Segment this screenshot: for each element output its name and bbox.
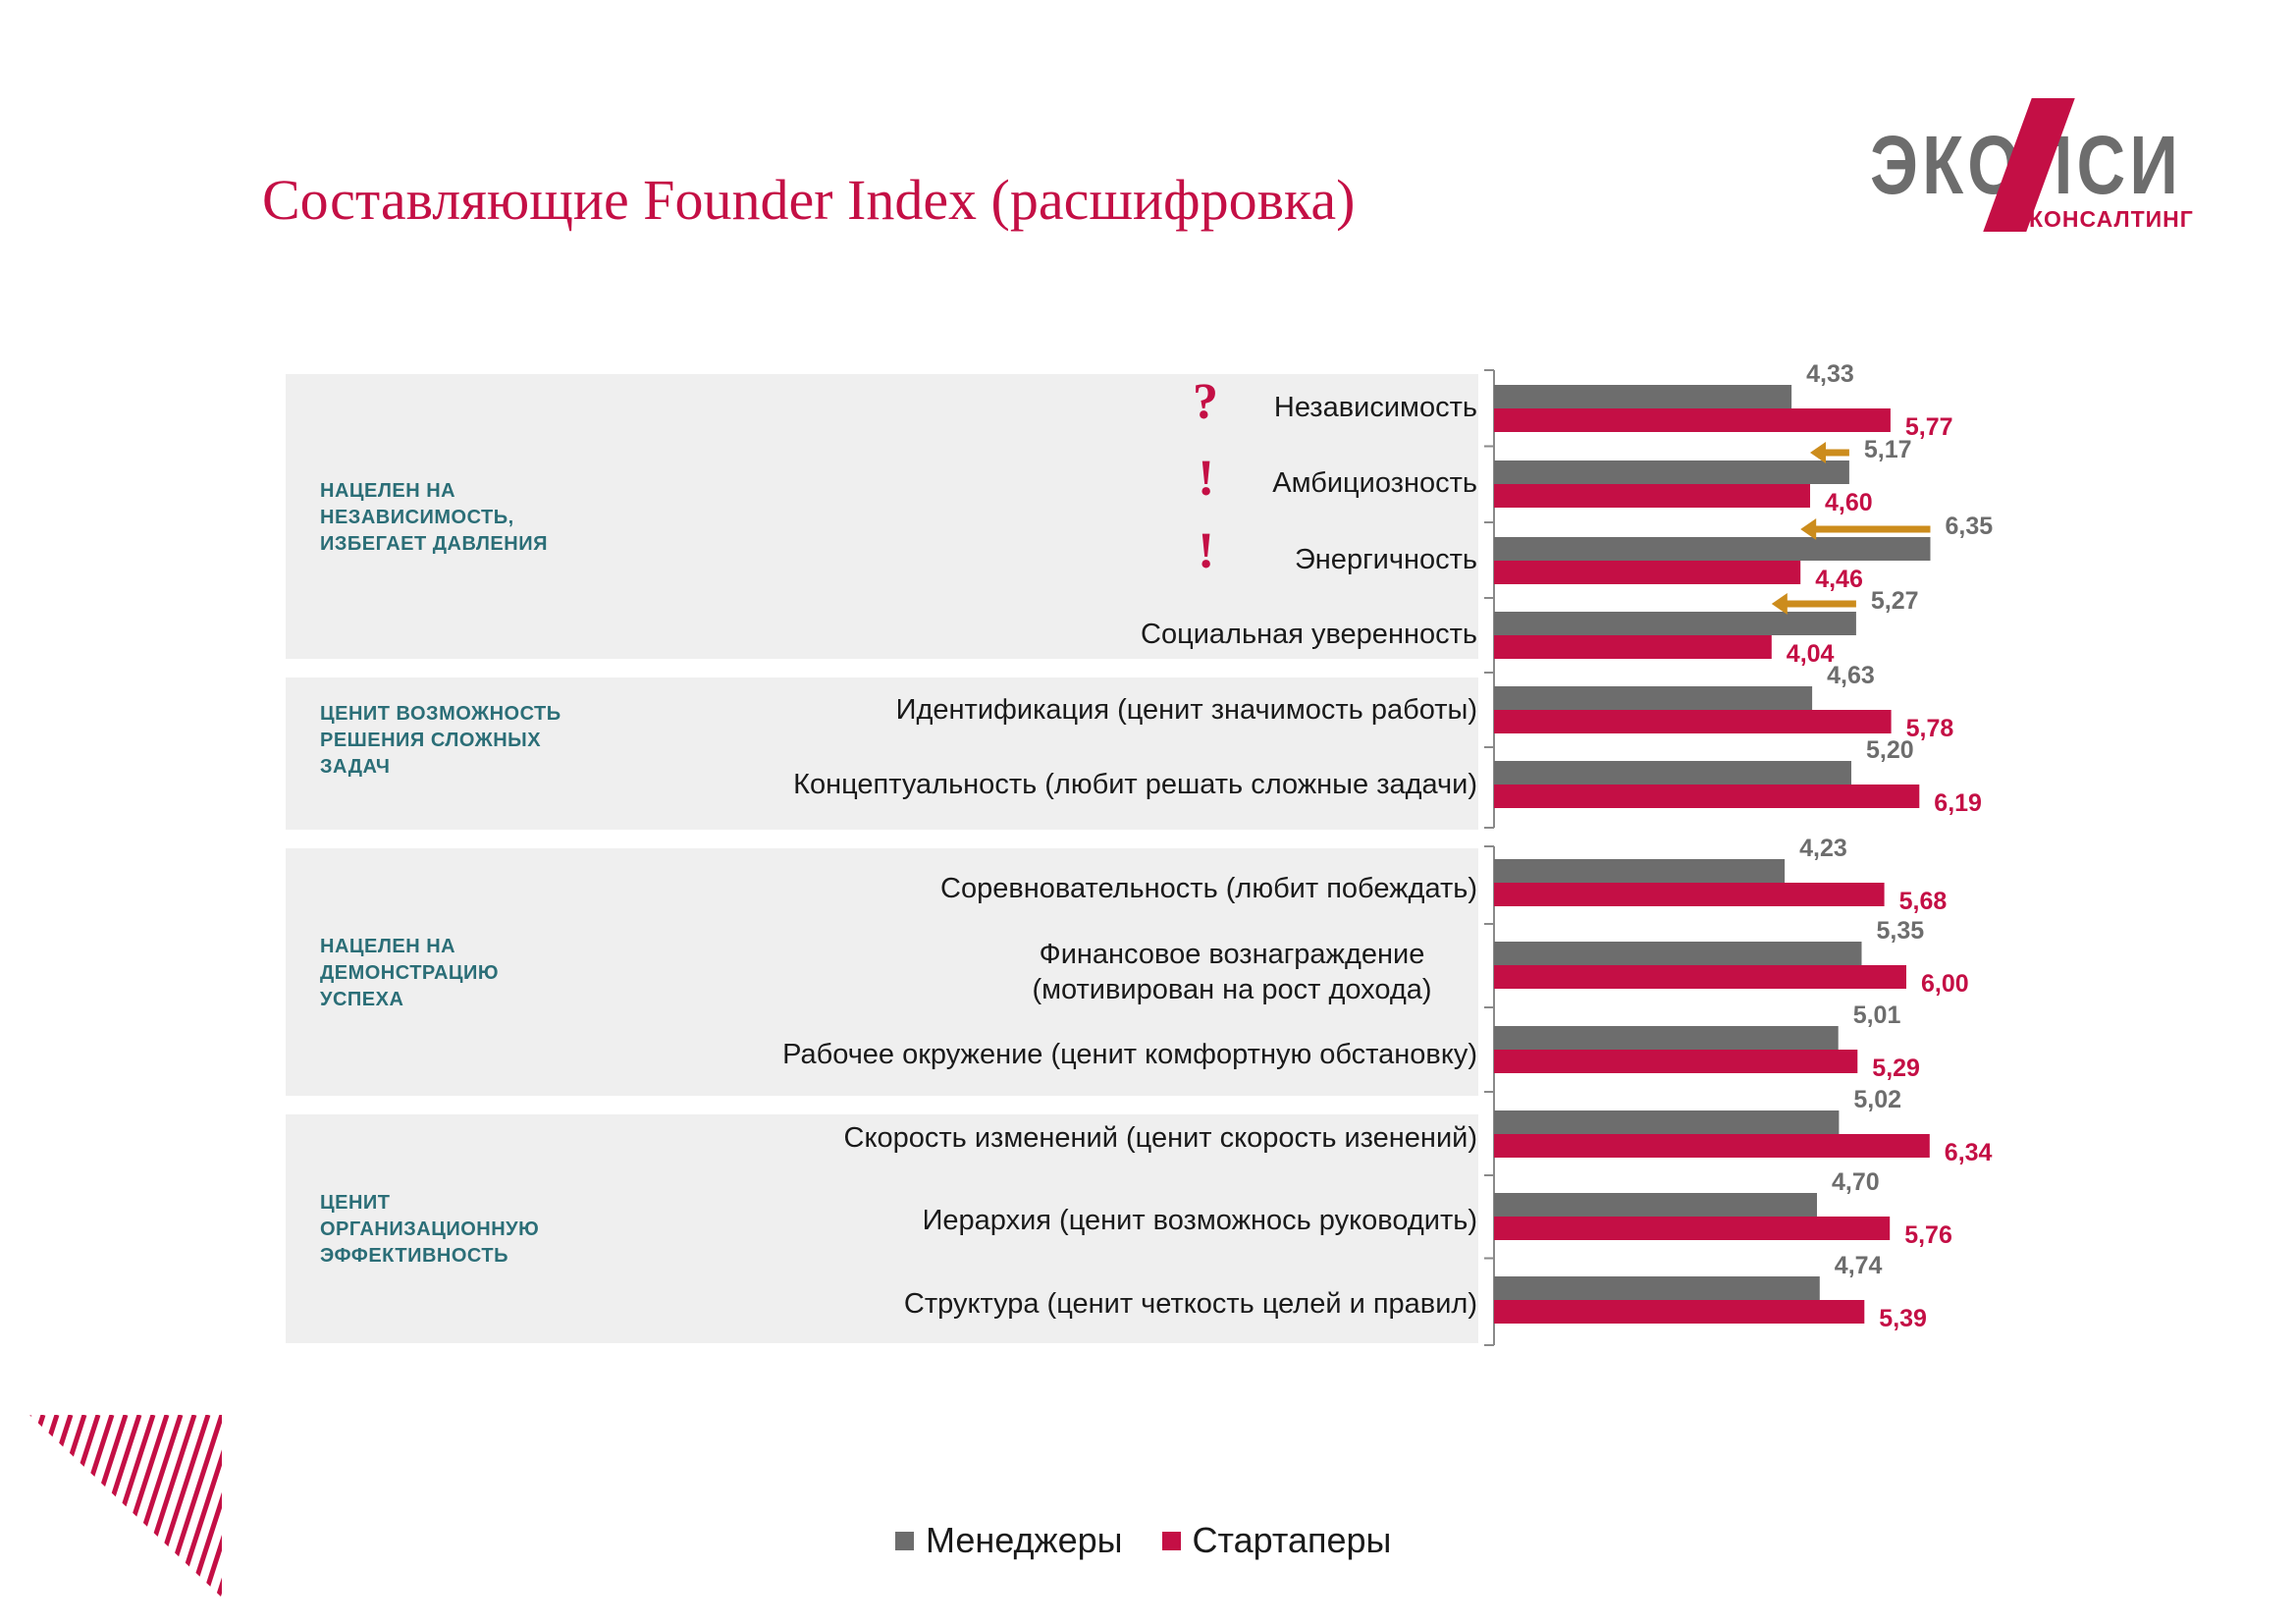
bar-starters (1494, 561, 1801, 584)
category-label: Рабочее окружение (ценит комфортную обст… (782, 1039, 1477, 1070)
data-label-starters: 6,19 (1934, 789, 1982, 817)
data-label-starters: 6,34 (1945, 1139, 1993, 1166)
legend-label-starters: Стартаперы (1192, 1520, 1392, 1560)
data-label-starters: 5,29 (1872, 1055, 1920, 1082)
company-logo: ЭКОПСИ КОНСАЛТИНГ (1870, 96, 2193, 234)
category-label: Амбициозность (1272, 467, 1477, 499)
data-label-starters: 5,77 (1905, 413, 1953, 441)
page-title: Составляющие Founder Index (расшифровка) (262, 168, 1356, 232)
data-label-starters: 5,76 (1904, 1221, 1952, 1249)
group-panel-1 (286, 374, 1478, 659)
decline-arrow-head (1810, 442, 1826, 463)
decline-arrow-head (1771, 593, 1788, 615)
bar-starters (1494, 1134, 1930, 1158)
bar-starters (1494, 635, 1772, 659)
bar-managers (1494, 942, 1862, 965)
bar-managers (1494, 1276, 1820, 1300)
data-label-managers: 5,27 (1871, 587, 1919, 615)
data-label-starters: 5,68 (1899, 888, 1948, 915)
data-label-managers: 4,74 (1835, 1252, 1883, 1279)
bar-managers (1494, 859, 1786, 883)
category-label: Концептуальность (любит решать сложные з… (793, 769, 1477, 800)
category-label: Идентификация (ценит значимость работы) (895, 694, 1477, 726)
data-label-starters: 4,60 (1825, 489, 1873, 516)
data-label-managers: 5,35 (1877, 917, 1925, 945)
group-label-2: ЦЕНИТ ВОЗМОЖНОСТЬ РЕШЕНИЯ СЛОЖНЫХ ЗАДАЧ (320, 703, 561, 778)
data-label-managers: 5,02 (1853, 1086, 1901, 1113)
exclamation-mark-icon: ! (1198, 523, 1215, 579)
bar-managers (1494, 1193, 1817, 1217)
data-label-starters: 6,00 (1921, 970, 1969, 998)
data-label-starters: 4,04 (1787, 640, 1835, 668)
bar-starters (1494, 710, 1892, 733)
data-label-managers: 5,20 (1866, 736, 1914, 764)
bar-starters (1494, 965, 1906, 989)
group-label-3: НАЦЕЛЕН НА ДЕМОНСТРАЦИЮ УСПЕХА (320, 936, 500, 1010)
data-label-starters: 4,46 (1815, 566, 1863, 593)
category-label: Социальная уверенность (1141, 619, 1477, 650)
category-label: Иерархия (ценит возможнось руководить) (922, 1205, 1477, 1236)
bar-managers (1494, 1110, 1840, 1134)
bar-starters (1494, 408, 1891, 432)
data-label-managers: 5,01 (1853, 1001, 1901, 1029)
logo-sub: КОНСАЛТИНГ (2029, 206, 2194, 232)
category-label: Финансовое вознаграждение (мотивирован н… (1032, 939, 1432, 1005)
bar-starters (1494, 785, 1920, 808)
bar-managers (1494, 1026, 1839, 1050)
bar-starters (1494, 1300, 1865, 1324)
data-label-starters: 5,78 (1906, 715, 1954, 742)
decline-arrow-head (1800, 518, 1817, 540)
group-panel-3 (286, 848, 1478, 1096)
category-label: Структура (ценит четкость целей и правил… (903, 1288, 1477, 1320)
bar-starters (1494, 1050, 1858, 1073)
bar-managers (1494, 537, 1931, 561)
bar-managers (1494, 460, 1849, 484)
category-label: Независимость (1273, 392, 1477, 423)
group-panel-4 (286, 1114, 1478, 1343)
bar-managers (1494, 385, 1792, 408)
group-label-1: НАЦЕЛЕН НА НЕЗАВИСИМОСТЬ, ИЗБЕГАЕТ ДАВЛЕ… (320, 480, 548, 555)
bar-starters (1494, 484, 1810, 508)
legend-swatch-managers (895, 1531, 914, 1550)
question-mark-icon: ? (1193, 374, 1218, 430)
legend-label-managers: Менеджеры (926, 1520, 1123, 1560)
decorative-stripes (29, 1415, 222, 1597)
data-label-managers: 4,63 (1827, 662, 1875, 689)
data-label-starters: 5,39 (1879, 1305, 1927, 1332)
bar-managers (1494, 686, 1813, 710)
legend-swatch-starters (1161, 1531, 1181, 1550)
category-label: Скорость изменений (ценит скорость изене… (843, 1122, 1477, 1154)
data-label-managers: 4,23 (1799, 835, 1847, 862)
data-label-managers: 6,35 (1946, 513, 1994, 540)
exclamation-mark-icon: ! (1198, 451, 1215, 507)
group-label-4: ЦЕНИТ ОРГАНИЗАЦИОННУЮ ЭФФЕКТИВНОСТЬ (320, 1192, 540, 1267)
bar-starters (1494, 883, 1885, 906)
data-label-managers: 4,70 (1832, 1168, 1880, 1196)
bar-starters (1494, 1217, 1891, 1240)
bar-managers (1494, 612, 1856, 635)
data-label-managers: 4,33 (1806, 360, 1854, 388)
group-panel-2 (286, 677, 1478, 830)
chart-legend: Менеджеры Стартаперы (895, 1520, 1391, 1561)
data-label-managers: 5,17 (1864, 436, 1912, 463)
category-label: Энергичность (1294, 544, 1477, 575)
category-label: Соревновательность (любит побеждать) (940, 873, 1477, 904)
bar-managers (1494, 761, 1851, 785)
